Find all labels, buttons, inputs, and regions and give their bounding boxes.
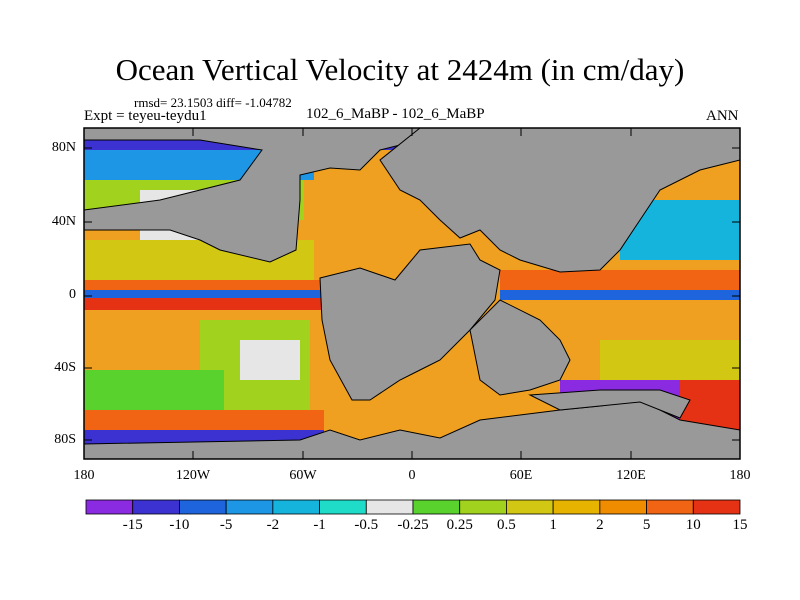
colorbar-label: 0.25 [446, 517, 473, 533]
colorbar-label: 1 [549, 517, 557, 533]
colorbar-label: 0.5 [497, 517, 516, 533]
lat-tick-label: 0 [69, 287, 76, 302]
colorbar-label: -0.25 [397, 517, 429, 533]
colorbar-label: -15 [122, 517, 143, 533]
colorbar-swatch [506, 499, 554, 515]
colorbar-label: -0.5 [354, 517, 379, 533]
colorbar-swatch [552, 499, 601, 515]
colorbar [85, 499, 741, 515]
colorbar-swatch [179, 499, 227, 515]
colorbar-label: -5 [219, 517, 233, 533]
experiment-label: Expt = teyeu-teydu1 [84, 108, 207, 124]
stats-label: rmsd= 23.1503 diff= -1.04782 [134, 95, 292, 110]
season-label: ANN [706, 108, 739, 124]
colorbar-label: 2 [596, 517, 604, 533]
land-eurasia [379, 128, 740, 273]
lon-tick-label: 180 [73, 468, 95, 483]
lat-tick-label: 40N [51, 214, 76, 229]
lat-tick-label: 80S [54, 432, 76, 447]
lon-tick-label: 60E [509, 468, 533, 483]
colorbar-swatch [412, 499, 461, 515]
lon-tick-label: 60W [289, 468, 317, 483]
colorbar-label: -1 [313, 517, 326, 533]
colorbar-swatch [272, 499, 320, 515]
comparison-label: 102_6_MaBP - 102_6_MaBP [306, 106, 485, 122]
colorbar-swatch [225, 499, 274, 515]
colorbar-swatch [365, 499, 414, 515]
colorbar-swatch [692, 499, 741, 515]
land-south-patch [528, 389, 691, 419]
colorbar-label: -2 [266, 517, 280, 533]
lon-tick-label: 0 [408, 468, 416, 483]
land-north-america [84, 128, 421, 263]
colorbar-swatch [599, 499, 647, 515]
colorbar-swatch [132, 499, 180, 515]
lon-tick-label: 120W [175, 468, 211, 483]
land-antarctica [84, 399, 740, 459]
colorbar-swatch [85, 499, 134, 515]
lat-tick-label: 80N [51, 140, 76, 155]
lon-tick-label: 120E [616, 468, 646, 483]
plot-title: Ocean Vertical Velocity at 2424m (in cm/… [115, 52, 685, 87]
colorbar-label: -10 [169, 517, 190, 533]
colorbar-label: 15 [732, 517, 748, 533]
colorbar-swatch [646, 499, 694, 515]
colorbar-swatch [319, 499, 367, 515]
colorbar-label: 5 [642, 517, 651, 533]
lon-tick-label: 180 [729, 468, 751, 483]
colorbar-label: 10 [685, 517, 701, 533]
colorbar-swatch [459, 499, 507, 515]
land-africa-australia [469, 299, 571, 396]
lat-tick-label: 40S [54, 360, 76, 375]
